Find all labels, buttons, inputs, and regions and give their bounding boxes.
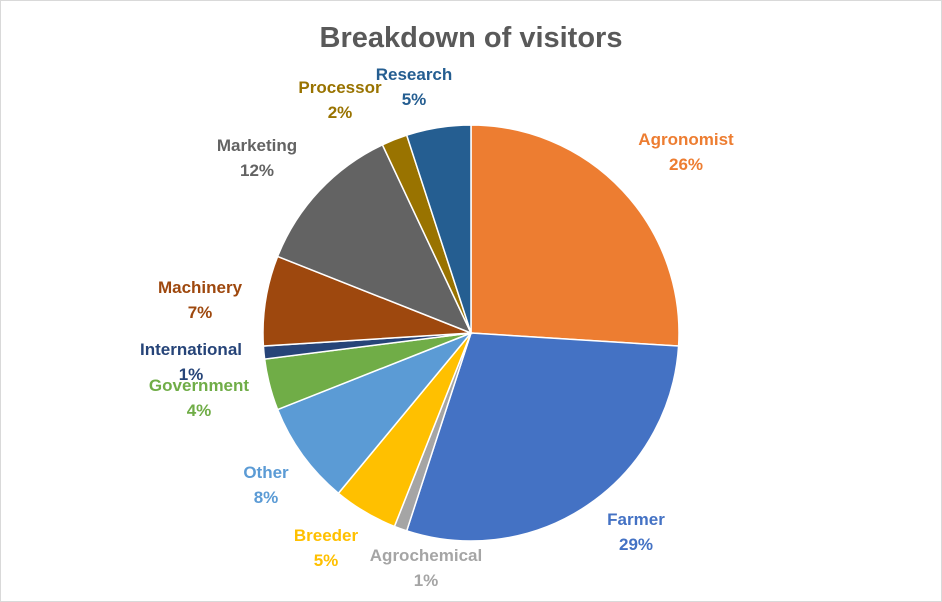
slice-label-agronomist: Agronomist [638,130,734,149]
slice-label-other: Other [243,463,289,482]
pie-slice-other [276,332,472,495]
chart-title: Breakdown of visitors [319,22,623,54]
slice-percent-agronomist: 26% [669,155,703,174]
slice-label-farmer: Farmer [607,510,665,529]
slice-percent-marketing: 12% [240,161,274,180]
slice-label-international: International [140,340,242,359]
slice-percent-research: 5% [402,90,427,109]
slice-percent-machinery: 7% [188,303,213,322]
pie-slice-marketing [276,143,473,335]
slice-label-marketing: Marketing [217,136,297,155]
slice-percent-processor: 2% [328,103,353,122]
pie-slice-agronomist [470,124,680,347]
slice-percent-other: 8% [254,488,279,507]
slice-label-machinery: Machinery [158,278,243,297]
slice-percent-farmer: 29% [619,535,653,554]
pie-slice-research [405,124,472,334]
slice-percent-government: 4% [187,401,212,420]
slice-label-research: Research [376,65,453,84]
slice-percent-agrochemical: 1% [414,571,439,590]
pie-slice-farmer [405,332,680,542]
slice-percent-international: 1% [179,365,204,384]
slice-percent-breeder: 5% [314,551,339,570]
slice-label-government: Government [149,376,249,395]
slice-label-processor: Processor [298,78,382,97]
slice-label-breeder: Breeder [294,526,359,545]
slice-label-agrochemical: Agrochemical [370,546,482,565]
